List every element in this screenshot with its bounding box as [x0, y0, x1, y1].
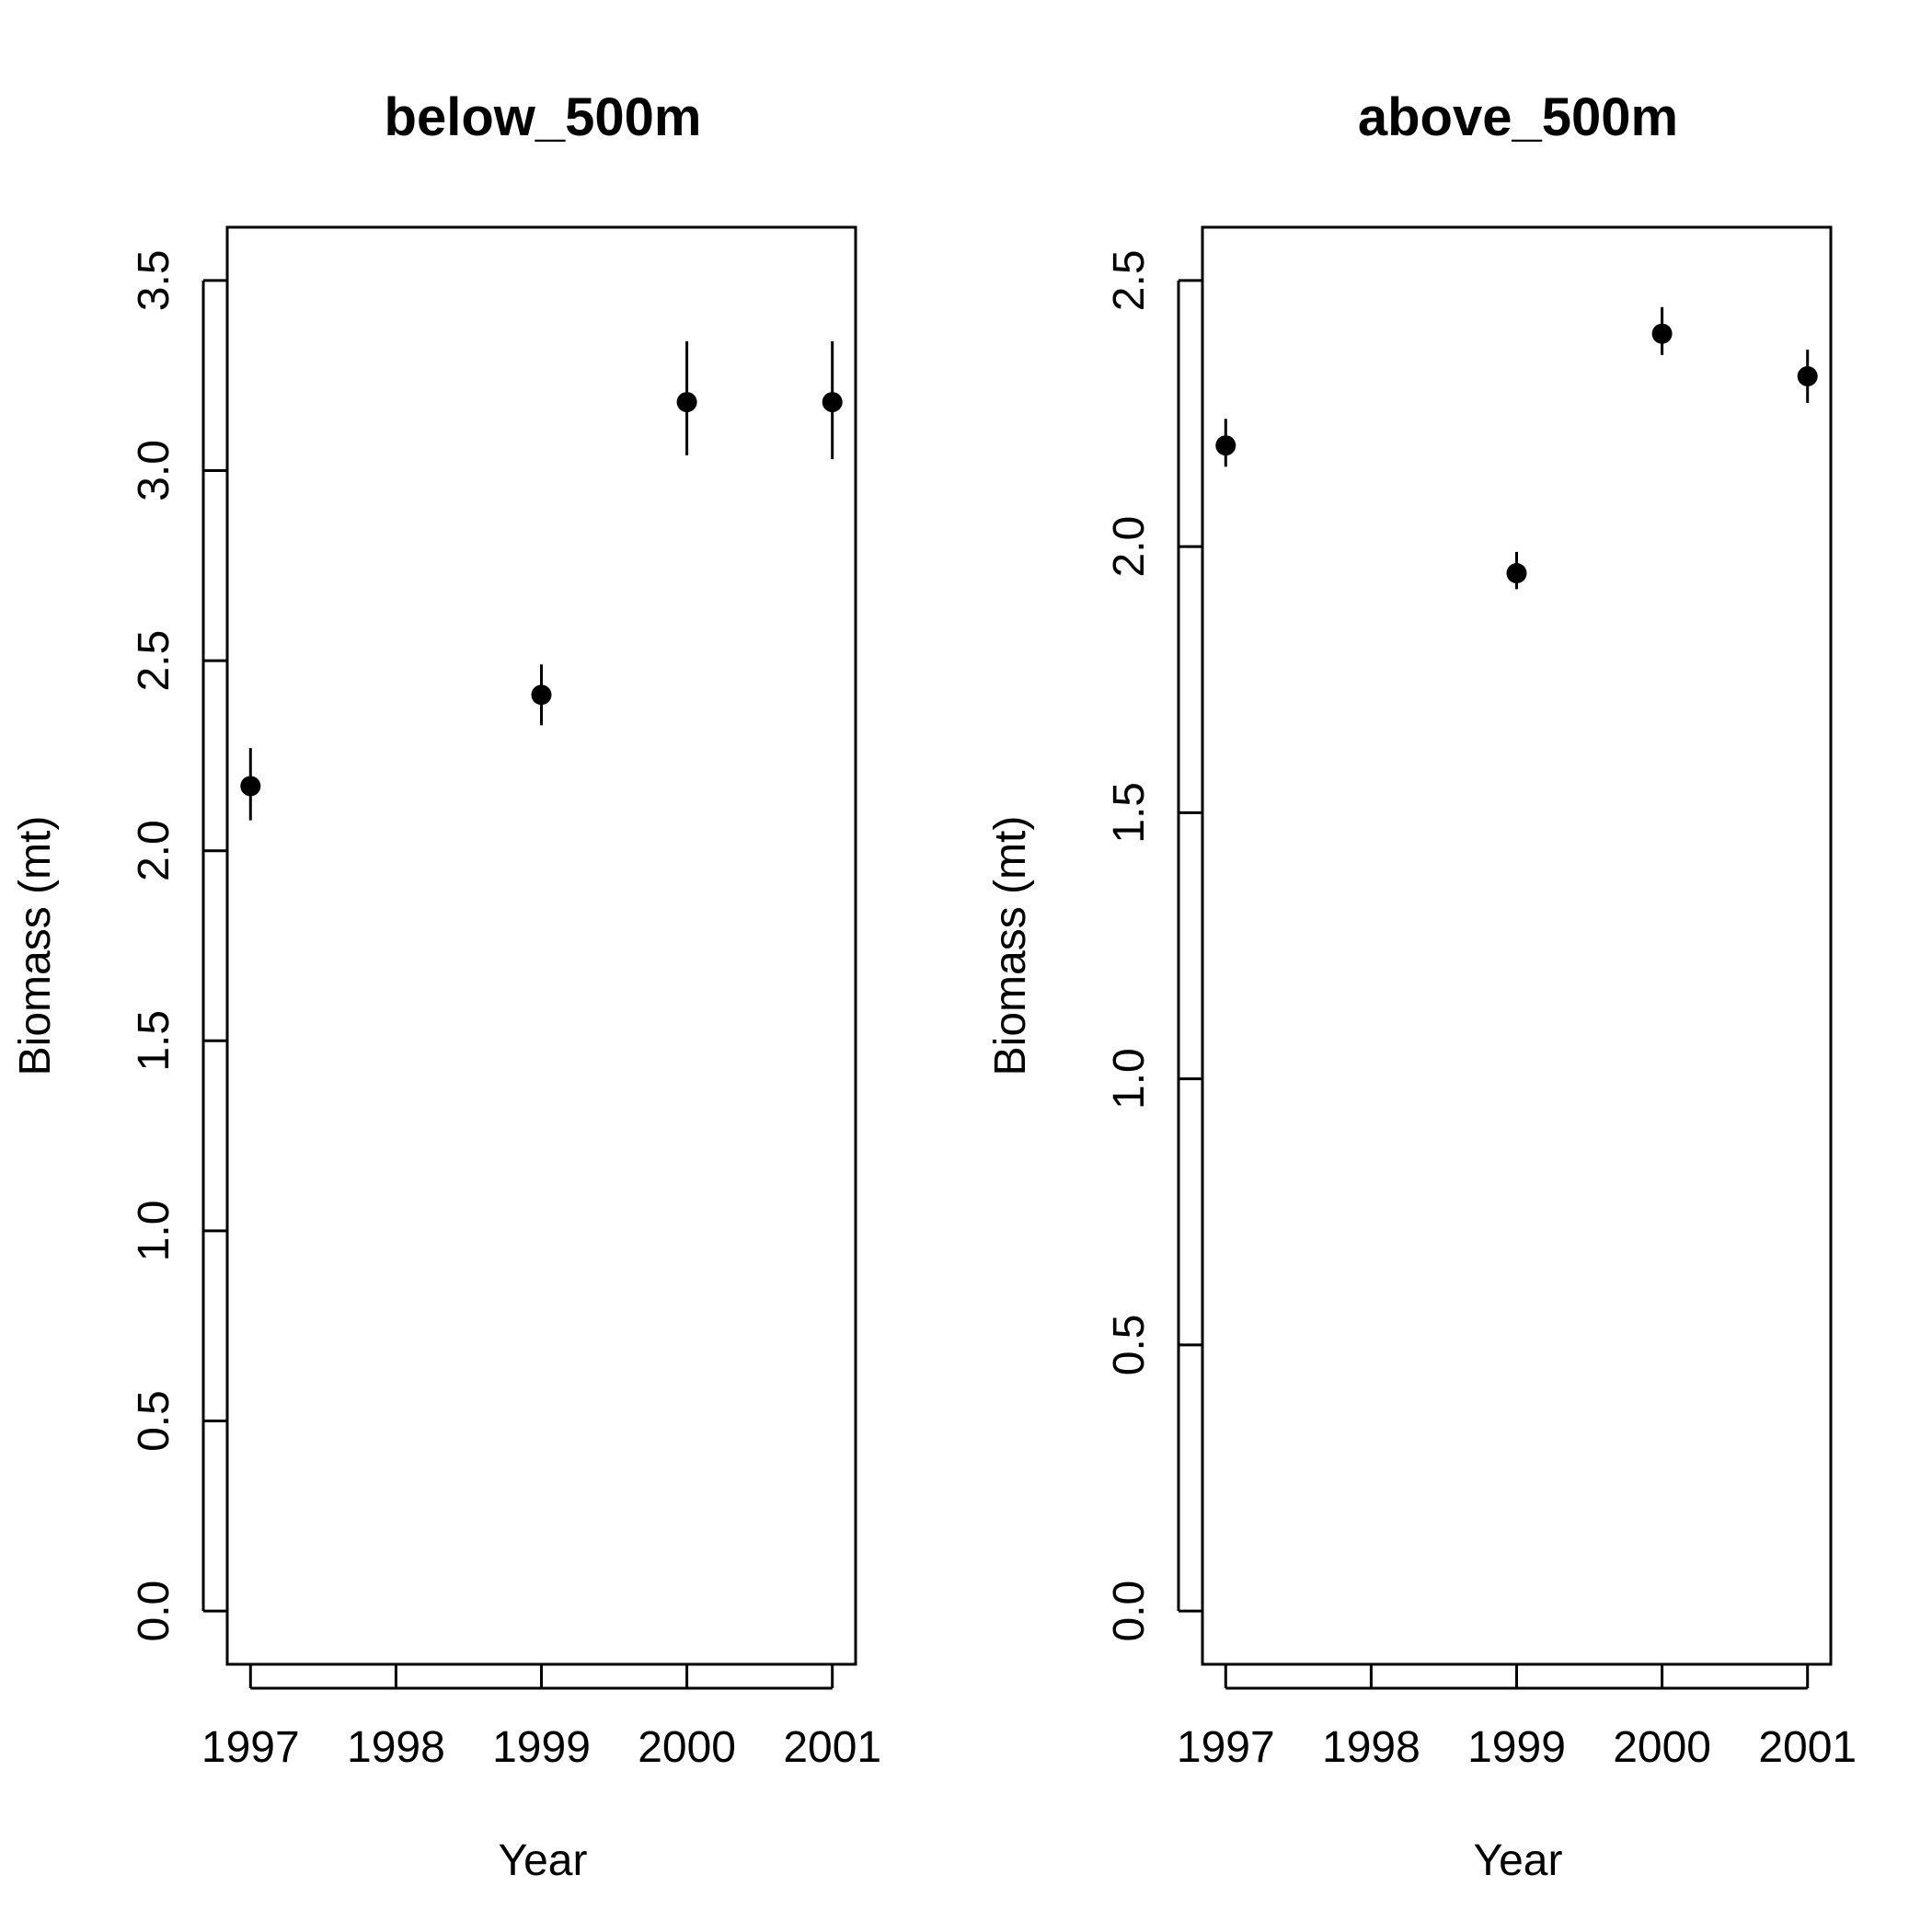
data-point — [1506, 563, 1527, 584]
y-axis-label: Biomass (mt) — [11, 816, 60, 1076]
data-point — [1215, 435, 1236, 456]
data-point — [1797, 365, 1818, 386]
x-tick-label: 2000 — [638, 1723, 736, 1772]
x-tick-label: 1998 — [347, 1723, 445, 1772]
y-axis: 0.0 0.5 1.0 1.5 2.0 2.5 3.0 3.5 — [130, 249, 227, 1642]
y-tick-label: 3.0 — [130, 440, 178, 501]
y-tick-label: 2.0 — [130, 820, 178, 881]
data-points — [240, 340, 843, 821]
x-tick-label: 1999 — [1467, 1723, 1566, 1772]
x-tick-label: 2001 — [1758, 1723, 1857, 1772]
x-tick-label: 1999 — [492, 1723, 591, 1772]
y-tick-label: 1.5 — [130, 1010, 178, 1072]
x-tick-label: 2001 — [783, 1723, 881, 1772]
x-axis: 1997 1998 1999 2000 2001 — [1177, 1664, 1857, 1772]
y-tick-label: 3.5 — [130, 249, 178, 311]
data-point — [1651, 323, 1673, 344]
y-tick-label: 2.5 — [130, 630, 178, 692]
chart-title: below_500m — [385, 87, 702, 147]
chart-title: above_500m — [1358, 87, 1678, 147]
y-tick-label: 0.0 — [1105, 1581, 1154, 1642]
x-axis: 1997 1998 1999 2000 2001 — [201, 1664, 881, 1772]
data-point — [531, 684, 552, 706]
y-tick-label: 2.0 — [1105, 516, 1154, 578]
x-tick-label: 1997 — [201, 1723, 300, 1772]
y-tick-label: 0.5 — [1105, 1315, 1154, 1376]
data-point — [676, 392, 697, 413]
y-tick-label: 0.5 — [130, 1390, 178, 1452]
y-tick-label: 0.0 — [130, 1581, 178, 1642]
y-tick-label: 2.5 — [1105, 249, 1154, 311]
x-axis-label: Year — [499, 1836, 588, 1885]
x-axis-label: Year — [1474, 1836, 1563, 1885]
data-point — [240, 776, 261, 797]
data-point — [822, 392, 843, 413]
y-tick-label: 1.0 — [130, 1201, 178, 1262]
y-tick-label: 1.0 — [1105, 1048, 1154, 1110]
chart-panel-below-500m: below_500m 1997 1998 1999 2000 2001 0.0 0.5 1.… — [11, 87, 881, 1885]
y-axis: 0.0 0.5 1.0 1.5 2.0 2.5 — [1105, 249, 1202, 1642]
x-tick-label: 1998 — [1322, 1723, 1420, 1772]
data-points — [1215, 306, 1818, 590]
x-tick-label: 1997 — [1177, 1723, 1275, 1772]
x-tick-label: 2000 — [1613, 1723, 1711, 1772]
chart-panel-above-500m: above_500m 1997 1998 1999 2000 2001 0.0 0.5 1.… — [986, 87, 1857, 1885]
y-axis-label: Biomass (mt) — [986, 816, 1035, 1076]
y-tick-label: 1.5 — [1105, 782, 1154, 844]
